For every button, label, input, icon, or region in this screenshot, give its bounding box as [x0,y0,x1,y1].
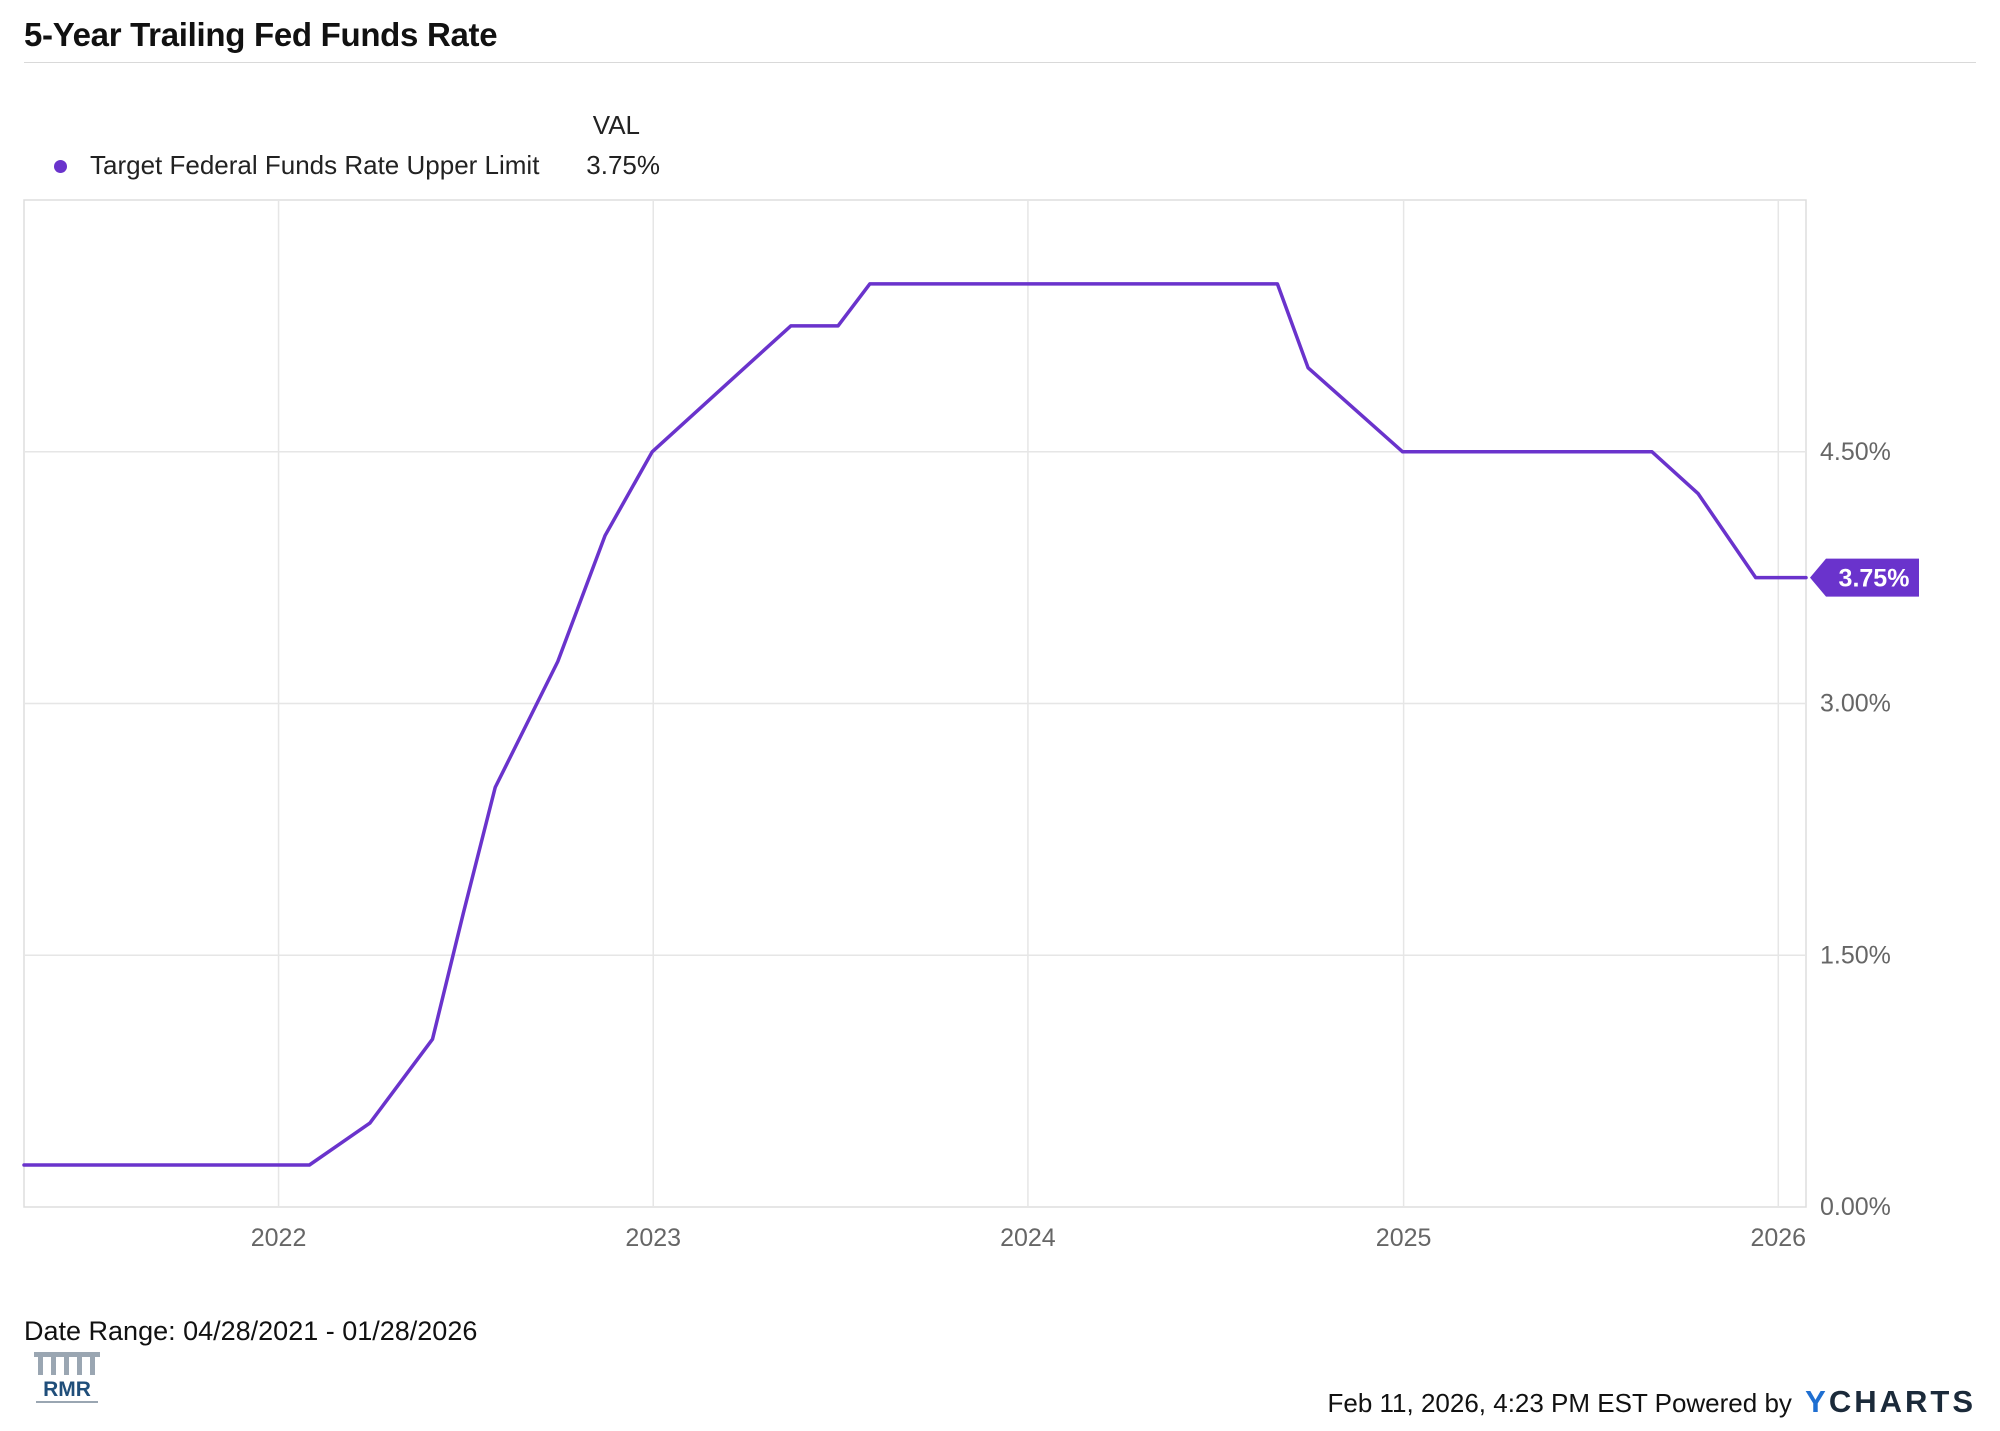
x-tick-label: 2022 [251,1224,307,1252]
legend-series-label: Target Federal Funds Rate Upper Limit [90,150,540,180]
end-value-label: 3.75% [1839,565,1910,593]
chart-title: 5-Year Trailing Fed Funds Rate [24,16,498,53]
rmr-logo: RMR [34,1352,100,1403]
date-range-label: Date Range: 04/28/2021 - 01/28/2026 [24,1316,478,1346]
ycharts-brand[interactable]: YCHARTS [1805,1384,1976,1419]
x-tick-label: 2023 [625,1224,681,1252]
footer-attribution: Feb 11, 2026, 4:23 PM EST Powered by YCH… [1327,1384,1976,1420]
x-tick-label: 2025 [1376,1224,1432,1252]
legend-series-value: 3.75% [586,150,660,180]
y-tick-label: 3.00% [1820,690,1891,718]
y-tick-label: 1.50% [1820,941,1891,969]
ycharts-brand-y: Y [1805,1384,1829,1419]
line-chart[interactable]: 0.00% 1.50% 3.00% 4.50% 2022 2023 2024 2025 2026… [0,0,2000,1260]
legend-marker-icon [54,160,67,173]
y-tick-label: 4.50% [1820,438,1891,466]
x-tick-label: 2024 [1000,1224,1056,1252]
x-tick-label: 2026 [1750,1224,1806,1252]
logo-text: RMR [43,1378,91,1401]
y-tick-label: 0.00% [1820,1193,1891,1221]
title-divider [24,62,1976,63]
legend-column-header: VAL [592,110,640,140]
end-value-tag [1810,558,1919,597]
footer-timestamp: Feb 11, 2026, 4:23 PM EST Powered by [1327,1388,1792,1418]
series-line [22,282,1808,1167]
legend-entry[interactable]: Target Federal Funds Rate Upper Limit 3.… [24,148,660,184]
ycharts-brand-rest: CHARTS [1828,1384,1976,1419]
